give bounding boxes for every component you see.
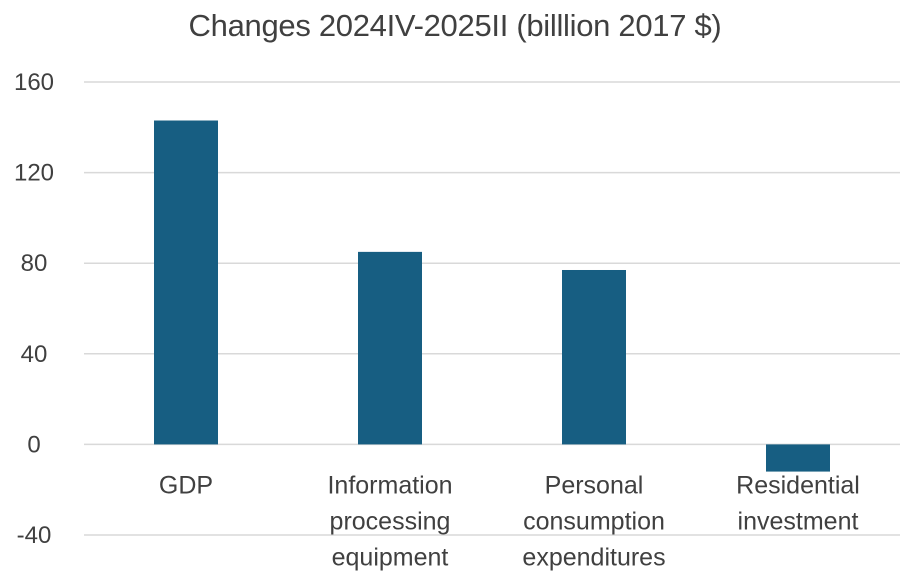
category-label: Information processing equipment	[327, 471, 452, 571]
gridlines	[84, 81, 900, 536]
category-labels: GDP Information processing equipment Persona…	[159, 471, 860, 571]
category-label: GDP	[159, 471, 213, 499]
y-tick-label: 120	[14, 160, 54, 187]
category-label-line: processing	[330, 507, 451, 535]
bar	[154, 120, 218, 445]
category-label: Residential investment	[736, 471, 860, 535]
bar	[562, 269, 626, 445]
y-tick-label: 80	[21, 250, 48, 277]
category-label-line: Residential	[736, 471, 860, 499]
bar	[358, 251, 422, 445]
category-label-line: equipment	[332, 543, 449, 571]
category-label-line: Information	[327, 471, 452, 499]
category-label: Personal consumption expenditures	[522, 471, 665, 571]
y-tick-label: -40	[17, 522, 52, 549]
y-tick-label: 160	[14, 69, 54, 96]
y-axis-tick-labels: 160 120 80 40 0 -40	[14, 69, 54, 549]
y-tick-label: 0	[27, 431, 40, 458]
category-label-line: GDP	[159, 471, 213, 499]
bars	[154, 120, 830, 472]
category-label-line: expenditures	[522, 543, 665, 571]
y-tick-label: 40	[21, 341, 48, 368]
category-label-line: Personal	[545, 471, 644, 499]
bar	[766, 444, 830, 472]
category-label-line: investment	[738, 507, 859, 535]
category-label-line: consumption	[523, 507, 665, 535]
chart-title: Changes 2024IV-2025II (billlion 2017 $)	[188, 8, 722, 43]
